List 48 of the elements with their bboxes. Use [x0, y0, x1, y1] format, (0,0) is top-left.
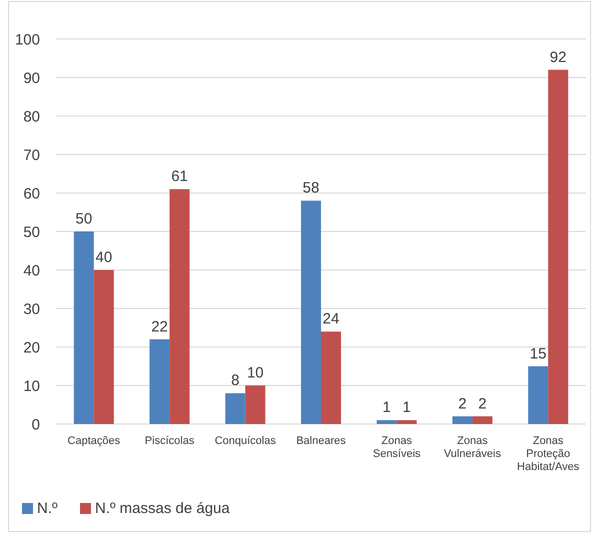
data-label: 8 [231, 372, 240, 390]
data-label: 50 [76, 210, 92, 228]
bar [452, 416, 472, 424]
data-label: 1 [382, 399, 391, 416]
y-tick-label: 40 [23, 262, 40, 280]
y-tick-label: 60 [23, 185, 40, 202]
y-tick-label: 0 [32, 416, 40, 434]
bar [74, 232, 94, 424]
data-label: 15 [530, 345, 546, 362]
x-tick-label: Piscícolas [144, 435, 195, 447]
data-label: 1 [402, 399, 411, 416]
bar [94, 270, 114, 424]
x-tick-label: Zonas Proteção Habitat/Aves [517, 435, 580, 473]
bar [528, 366, 548, 424]
data-label: 24 [322, 310, 340, 328]
bar [321, 332, 341, 424]
legend-label: N.º massas de água [95, 500, 230, 517]
y-tick-label: 30 [23, 300, 40, 318]
bar [301, 200, 321, 424]
data-label: 22 [151, 318, 168, 336]
x-tick-label: Zonas Vulneráveis [444, 435, 502, 460]
data-label: 58 [302, 180, 320, 197]
bar [396, 420, 417, 424]
bar [376, 420, 397, 424]
legend-label: N.º [37, 500, 58, 517]
bar [245, 386, 266, 424]
x-tick-label: Captações [68, 435, 121, 447]
data-label: 61 [171, 168, 188, 186]
data-label: 10 [246, 364, 264, 382]
y-tick-label: 10 [23, 378, 40, 395]
data-label: 92 [550, 48, 566, 66]
bar [150, 339, 170, 424]
bar [472, 416, 492, 424]
y-tick-label: 50 [23, 224, 40, 241]
data-label: 2 [458, 395, 467, 412]
bar [225, 393, 246, 424]
x-tick-label: Conquícolas [214, 435, 276, 447]
data-label: 40 [96, 249, 112, 266]
y-tick-label: 20 [23, 339, 40, 356]
x-tick-label: Balneares [296, 435, 346, 447]
bar [170, 189, 190, 424]
y-tick-label: 70 [23, 146, 40, 164]
y-tick-label: 90 [23, 70, 40, 87]
data-label: 2 [478, 395, 487, 412]
y-tick-label: 80 [23, 108, 40, 126]
x-tick-label: Zonas Sensíveis [372, 435, 422, 460]
bar [548, 70, 568, 424]
y-tick-label: 100 [14, 31, 40, 48]
